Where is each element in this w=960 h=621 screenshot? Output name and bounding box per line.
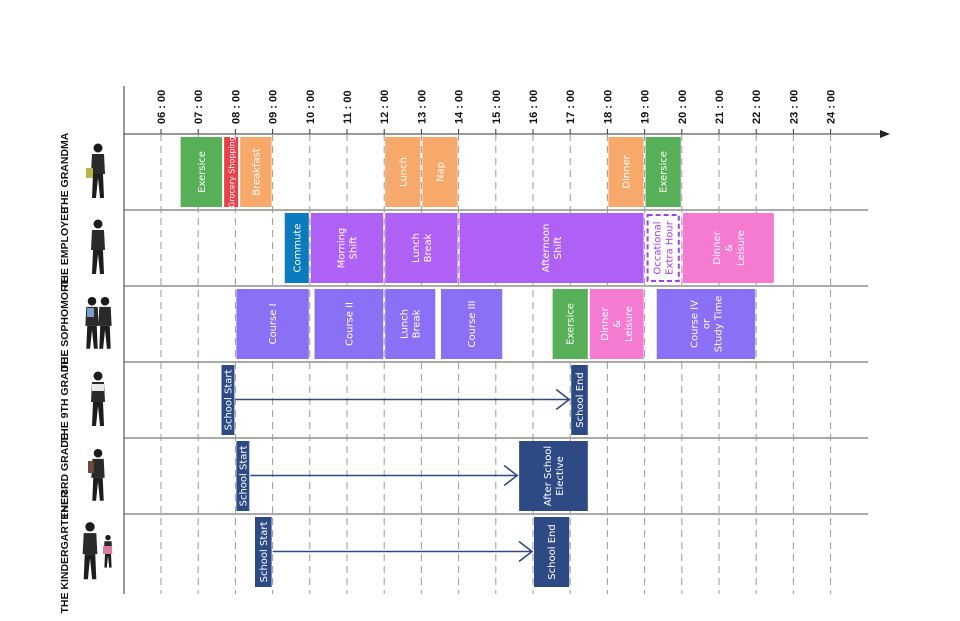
activity-block-kindergartener-school-end: School End	[534, 517, 570, 587]
elderly-walker-figure-icon	[86, 143, 105, 198]
activity-block-grandma-dinner: Dinner	[608, 137, 644, 207]
activity-label: Lunch	[398, 157, 409, 187]
teen-student-figure-icon	[91, 371, 105, 426]
activity-block-employee-morning-shift: MorningShift	[310, 213, 384, 283]
activity-block-grandma-exersice: Exersice	[645, 137, 681, 207]
activity-block-employee-commute: Commute	[284, 213, 309, 283]
activity-block-grandma-nap: Nap	[422, 137, 458, 207]
hour-label: 13 : 00	[416, 90, 428, 124]
activity-label: LunchBreak	[411, 233, 434, 263]
activity-block-employee-occational-extra-hour: OccationalExtra Hour	[646, 214, 680, 282]
office-worker-figure-icon	[91, 219, 105, 274]
activity-block-grandma-breakfast: Breakfast	[240, 137, 272, 207]
activity-block-sophomore-course-i: Course I	[236, 289, 309, 359]
activity-label: Breakfast	[251, 148, 262, 196]
activity-layer: Exersice Grocery Shopping Breakfast Lunch Na…	[180, 136, 774, 587]
hour-label: 19 : 00	[640, 90, 652, 124]
hour-label: 22 : 00	[751, 90, 763, 124]
schedule-arrowhead	[503, 464, 519, 487]
row-label-sophomore: THE SOPHOMORE	[59, 277, 71, 370]
row-label-third-grade: THE 3RD GRADE	[59, 433, 71, 519]
activity-block-sophomore-course-iv-or-study-time: Course IVorStudy Time	[656, 289, 756, 359]
student-pair-figure-icon	[85, 296, 112, 349]
activity-block-sophomore-course-ii: Course II	[314, 289, 384, 359]
activity-label: School Start	[238, 446, 249, 507]
activity-label: Course III	[467, 301, 478, 348]
hour-label: 06 : 00	[156, 90, 168, 124]
schedule-arrowhead	[555, 388, 571, 411]
hour-label: 15 : 00	[491, 90, 503, 124]
activity-label: Dinner&Leisure	[712, 230, 747, 266]
activity-label: Course IVorStudy Time	[689, 296, 724, 353]
hour-label: 11 : 00	[342, 90, 354, 124]
activity-label: Exersice	[566, 303, 577, 345]
activity-label: Dinner	[622, 154, 633, 188]
activity-label: After SchoolElective	[543, 446, 566, 506]
grid-layer	[123, 86, 890, 594]
hour-label: 14 : 00	[454, 90, 466, 124]
hour-label: 12 : 00	[379, 90, 391, 124]
time-axis-arrowhead	[880, 130, 890, 138]
activity-label: AfternoonShift	[541, 224, 564, 273]
activity-block-grandma-lunch: Lunch	[385, 137, 421, 207]
activity-label: Grocery Shopping	[228, 136, 237, 208]
hour-label: 24 : 00	[826, 90, 838, 124]
hour-label: 10 : 00	[305, 90, 317, 124]
activity-label: Exersice	[197, 151, 208, 193]
hour-label: 18 : 00	[602, 90, 614, 124]
activity-block-third-grade-after-school-elective: After SchoolElective	[519, 441, 588, 511]
activity-block-third-grade-school-start: School Start	[236, 441, 249, 511]
hour-label: 17 : 00	[565, 90, 577, 124]
activity-block-sophomore-dinner-leisure: Dinner&Leisure	[589, 289, 644, 359]
row-label-kindergartener: THE KINDERGARTENER	[59, 490, 71, 614]
schedule-arrowhead	[518, 540, 534, 563]
activity-label: Course I	[268, 303, 279, 344]
hour-label: 16 : 00	[528, 90, 540, 124]
activity-label: School End	[547, 524, 558, 579]
row-label-employee: THE EMPLOYEE	[59, 207, 71, 289]
parent-and-child-figure-icon	[82, 522, 113, 580]
activity-block-employee-afternoon-shift: AfternoonShift	[459, 213, 644, 283]
activity-label: LunchBreak	[400, 309, 423, 339]
row-label-grandma: THE GRANDMA	[59, 132, 71, 211]
activity-block-kindergartener-school-start: School Start	[255, 517, 272, 587]
activity-label: School Start	[223, 370, 234, 431]
hour-label: 20 : 00	[677, 90, 689, 124]
hour-label: 09 : 00	[268, 90, 280, 124]
activity-label: Course II	[344, 302, 355, 346]
activity-label: Commute	[292, 224, 303, 273]
label-layer: 06 : 00 07 : 00 08 : 00 09 : 00 10 : 00 11 : …	[59, 90, 838, 614]
activity-block-ninth-grade-school-end: School End	[571, 365, 588, 435]
activity-label: Exersice	[659, 151, 670, 193]
activity-label: MorningShift	[337, 228, 360, 268]
activity-block-employee-lunch-break: LunchBreak	[385, 213, 458, 283]
activity-block-employee-dinner-leisure: Dinner&Leisure	[682, 213, 774, 283]
activity-label: School Start	[259, 522, 270, 583]
hour-label: 07 : 00	[193, 90, 205, 124]
activity-block-sophomore-lunch-break: LunchBreak	[385, 289, 436, 359]
hour-label: 23 : 00	[788, 90, 800, 124]
row-label-ninth-grade: THE 9TH GRADE	[59, 358, 71, 443]
activity-block-grandma-grocery-shopping: Grocery Shopping	[224, 136, 239, 208]
activity-block-sophomore-course-iii: Course III	[441, 289, 503, 359]
activity-label: School End	[575, 372, 586, 427]
activity-block-sophomore-exersice: Exersice	[552, 289, 588, 359]
child-with-backpack-figure-icon	[88, 448, 105, 501]
activity-label: Dinner&Leisure	[600, 306, 635, 342]
hour-label: 08 : 00	[230, 90, 242, 124]
activity-label: OccationalExtra Hour	[653, 220, 676, 275]
hour-label: 21 : 00	[714, 90, 726, 124]
activity-label: Nap	[436, 162, 447, 182]
activity-block-ninth-grade-school-start: School Start	[221, 365, 234, 435]
activity-block-grandma-exersice: Exersice	[180, 137, 223, 207]
